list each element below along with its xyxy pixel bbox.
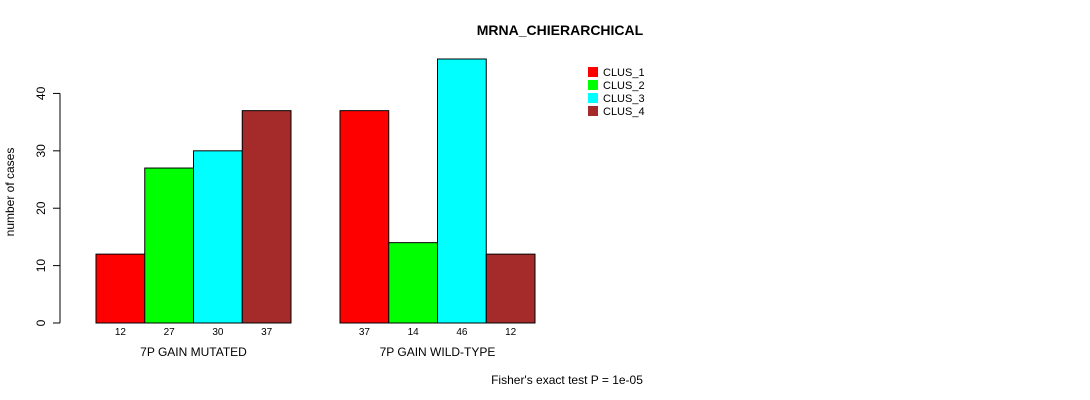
y-tick-label: 10 [34, 259, 48, 273]
chart-title: MRNA_CHIERARCHICAL [477, 22, 644, 38]
group-labels: 7P GAIN MUTATED 7P GAIN WILD-TYPE [140, 345, 495, 359]
group-label: 7P GAIN MUTATED [140, 345, 247, 359]
group-label: 7P GAIN WILD-TYPE [380, 345, 496, 359]
y-axis-label: number of cases [3, 148, 17, 237]
legend-swatch [588, 93, 598, 103]
y-tick-label: 0 [34, 319, 48, 326]
bar-value-label: 12 [115, 327, 127, 338]
legend-label: CLUS_3 [603, 93, 645, 105]
bar [193, 150, 243, 324]
bar [95, 253, 146, 324]
bar [485, 253, 536, 324]
y-tick-label: 30 [34, 144, 48, 158]
legend-swatch [588, 67, 598, 77]
bar [241, 110, 292, 324]
bar-value-label: 37 [261, 327, 273, 338]
legend-label: CLUS_4 [603, 106, 645, 118]
bar [437, 58, 487, 324]
legend-swatch [588, 80, 598, 90]
y-axis: 0 10 20 30 40 [34, 86, 61, 326]
bars [95, 58, 536, 324]
legend-label: CLUS_1 [603, 67, 645, 79]
bar-labels: 12 27 30 37 37 14 46 12 [115, 327, 517, 338]
bar [388, 242, 438, 324]
bar [144, 167, 194, 324]
y-tick-label: 20 [34, 201, 48, 215]
bar-value-label: 27 [164, 327, 176, 338]
legend-label: CLUS_2 [603, 80, 645, 92]
y-tick-label: 40 [34, 86, 48, 100]
legend-swatch [588, 106, 598, 116]
footnote: Fisher's exact test P = 1e-05 [491, 373, 643, 387]
bar-value-label: 30 [212, 327, 224, 338]
bar-value-label: 14 [408, 327, 420, 338]
bar-value-label: 37 [359, 327, 371, 338]
bar-value-label: 46 [456, 327, 468, 338]
bar [339, 110, 390, 324]
bar-value-label: 12 [505, 327, 517, 338]
